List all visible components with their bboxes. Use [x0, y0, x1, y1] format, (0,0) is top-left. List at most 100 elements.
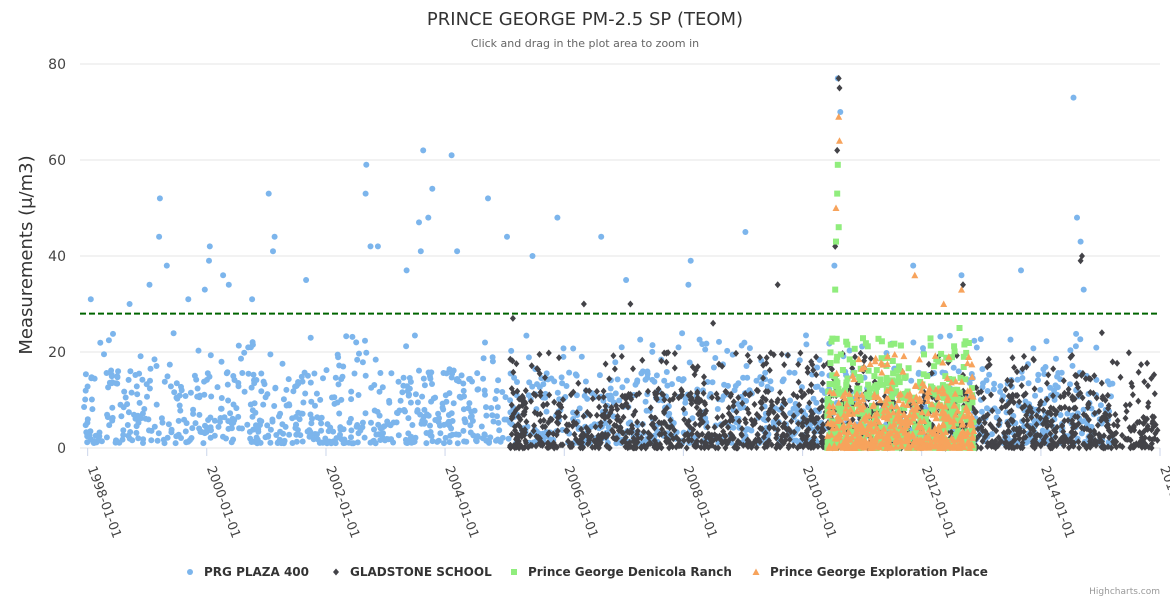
- data-point: [808, 358, 815, 366]
- data-point: [183, 420, 190, 427]
- data-point: [493, 387, 500, 394]
- data-point: [235, 383, 242, 390]
- data-point: [849, 372, 857, 379]
- data-point: [883, 442, 891, 450]
- legend-item[interactable]: GLADSTONE SCHOOL: [333, 565, 492, 579]
- legend-item[interactable]: Prince George Exploration Place: [752, 565, 988, 579]
- data-point: [678, 392, 685, 400]
- data-point: [1050, 392, 1056, 400]
- data-point: [794, 444, 801, 452]
- data-point: [909, 414, 917, 422]
- data-point: [960, 364, 967, 370]
- data-point: [277, 410, 284, 417]
- data-point: [920, 442, 927, 449]
- data-point: [220, 433, 226, 440]
- data-point: [1059, 422, 1066, 430]
- data-point: [642, 398, 649, 405]
- data-point: [800, 414, 807, 422]
- data-point: [96, 429, 103, 436]
- data-point: [170, 330, 177, 337]
- data-point: [939, 389, 947, 397]
- data-point: [844, 375, 851, 382]
- data-point: [1074, 214, 1080, 221]
- data-point: [841, 389, 849, 396]
- data-point: [634, 377, 641, 384]
- data-point: [811, 433, 818, 441]
- data-point: [146, 385, 153, 392]
- data-point: [911, 271, 919, 279]
- legend-item[interactable]: Prince George Denicola Ranch: [511, 565, 732, 579]
- y-tick-label: 40: [48, 249, 66, 265]
- data-point: [938, 350, 945, 357]
- data-point: [1048, 418, 1054, 426]
- data-point: [144, 393, 150, 400]
- data-point: [694, 389, 701, 397]
- data-point: [859, 395, 867, 403]
- data-point: [720, 420, 727, 428]
- y-axis-label: Measurements (μ/m3): [16, 155, 37, 354]
- data-point: [1069, 393, 1076, 401]
- data-point: [1036, 401, 1043, 409]
- data-point: [956, 397, 963, 404]
- data-point: [359, 419, 366, 426]
- data-point: [1110, 421, 1117, 429]
- data-point: [969, 399, 976, 406]
- data-point: [487, 434, 494, 441]
- data-point: [1011, 364, 1018, 371]
- data-point: [115, 368, 122, 375]
- data-point: [1075, 384, 1081, 391]
- data-point: [1117, 373, 1124, 381]
- data-point: [1146, 435, 1153, 442]
- data-point: [1061, 389, 1068, 397]
- data-point: [151, 356, 158, 363]
- data-point: [928, 400, 936, 408]
- credits-link[interactable]: Highcharts.com: [1089, 587, 1160, 597]
- data-point: [336, 410, 343, 417]
- data-point: [286, 401, 292, 408]
- data-point: [531, 409, 538, 416]
- data-point: [664, 382, 671, 389]
- data-point: [494, 404, 501, 411]
- data-point: [307, 429, 314, 435]
- data-point: [685, 435, 692, 443]
- data-point: [600, 393, 607, 401]
- data-point: [880, 401, 888, 409]
- data-point: [1060, 377, 1067, 385]
- data-point: [548, 416, 555, 423]
- data-point: [483, 404, 489, 411]
- data-point: [767, 378, 774, 385]
- data-point: [1080, 406, 1087, 413]
- data-point: [939, 420, 947, 427]
- data-point: [559, 380, 566, 387]
- data-point: [279, 360, 286, 367]
- data-point: [925, 426, 933, 433]
- data-point: [892, 443, 900, 450]
- data-point: [188, 435, 195, 441]
- data-point: [1057, 412, 1064, 418]
- data-point: [414, 399, 421, 406]
- data-point: [1099, 414, 1106, 422]
- data-point: [1144, 382, 1151, 390]
- data-point: [1094, 421, 1101, 429]
- data-point: [510, 368, 517, 376]
- data-point: [579, 430, 586, 438]
- data-point: [870, 420, 878, 427]
- data-point: [767, 405, 774, 413]
- legend-item[interactable]: PRG PLAZA 400: [187, 565, 309, 579]
- data-point: [717, 436, 724, 444]
- data-point: [772, 414, 779, 422]
- data-point: [663, 349, 670, 357]
- data-point: [349, 333, 356, 340]
- data-point: [1149, 413, 1156, 421]
- data-point: [930, 427, 938, 435]
- data-point: [104, 411, 111, 418]
- data-point: [371, 426, 377, 433]
- data-point: [954, 407, 962, 414]
- data-point: [907, 396, 915, 403]
- data-point: [460, 380, 467, 387]
- y-tick-labels: 0 20 40 60 80: [48, 57, 66, 457]
- data-point: [885, 434, 893, 442]
- data-point: [1039, 439, 1045, 447]
- data-point: [224, 369, 231, 376]
